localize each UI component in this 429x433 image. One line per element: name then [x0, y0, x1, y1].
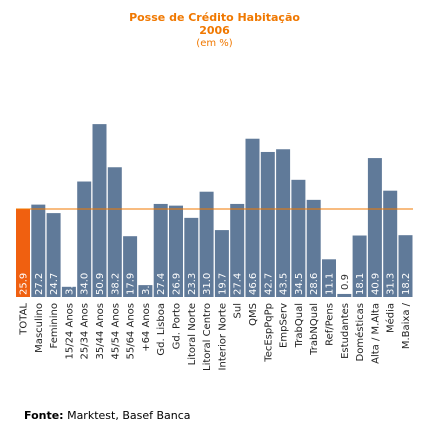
category-label-11: Litoral Norte: [187, 303, 198, 365]
category-label-6: 45/54 Anos: [110, 303, 121, 360]
source-text: Marktest, Basef Banca: [63, 409, 191, 422]
category-label-9: Gd. Lisboa: [156, 303, 167, 356]
category-label-8: +64 Anos: [141, 303, 152, 352]
category-label-7: 55/64 Anos: [126, 303, 137, 360]
bar-6: [107, 167, 122, 297]
category-label-3: 15/24 Anos: [64, 303, 75, 360]
bar-10: [169, 205, 183, 297]
value-label-14: 27.4: [233, 273, 244, 295]
bar-25: [398, 235, 413, 297]
value-label-24: 31.3: [386, 273, 397, 295]
bar-19: [306, 199, 321, 297]
value-label-10: 26.9: [172, 273, 183, 295]
category-label-12: Litoral Centro: [202, 303, 213, 371]
value-label-18: 34.5: [294, 273, 305, 295]
category-label-19: TrabNQual: [309, 303, 320, 356]
value-label-1: 27.2: [34, 273, 45, 295]
bar-2: [46, 213, 61, 297]
category-label-18: TrabQual: [294, 303, 305, 348]
value-label-9: 27.4: [156, 273, 167, 295]
bar-3: [61, 286, 76, 297]
category-label-4: 25/34 Anos: [80, 303, 91, 360]
bar-15: [245, 138, 260, 297]
category-label-21: Estudantes: [340, 303, 351, 359]
category-label-23: Alta / M.Alta: [370, 303, 381, 364]
value-label-8: 3.5: [141, 279, 152, 295]
category-label-13: Interior Norte: [217, 303, 228, 370]
value-label-12: 31.0: [202, 273, 213, 295]
value-label-16: 42.7: [263, 273, 274, 295]
value-label-17: 43.5: [279, 273, 290, 295]
category-label-22: Domésticas: [354, 303, 366, 361]
value-label-3: 3.0: [64, 279, 75, 295]
value-label-20: 11.1: [325, 273, 336, 295]
source-label: Fonte:: [24, 409, 64, 422]
bar-8: [138, 285, 153, 297]
bar-11: [184, 217, 199, 297]
value-label-5: 50.9: [95, 273, 106, 295]
bar-chart: 25.9 TOTAL 27.2 Masculino 24.7 Feminino 3.0 15/…: [16, 124, 413, 371]
bar-5: [92, 124, 107, 298]
bar-20: [322, 259, 336, 297]
value-label-13: 19.7: [217, 273, 228, 295]
chart-subtitle: 2006: [199, 24, 230, 37]
category-label-2: Feminino: [49, 303, 60, 348]
bar-12: [199, 191, 214, 297]
value-label-21: 0.9: [340, 274, 351, 290]
value-label-11: 23.3: [187, 273, 198, 295]
category-label-16: TecEspPqPp: [263, 303, 274, 363]
category-label-25: M.Baixa /: [401, 302, 412, 349]
bar-17: [276, 149, 291, 297]
category-label-24: Média: [385, 303, 397, 333]
category-label-5: 35/44 Anos: [95, 303, 106, 360]
value-label-6: 38.2: [110, 273, 121, 295]
value-label-23: 40.9: [370, 273, 381, 295]
bar-4: [77, 181, 92, 297]
value-label-0: 25.9: [19, 273, 30, 295]
category-label-10: Gd. Porto: [172, 303, 183, 349]
bar-0: [16, 209, 30, 297]
category-label-1: Masculino: [34, 303, 45, 353]
category-label-20: Ref/Pens: [325, 303, 336, 346]
bar-1: [31, 204, 46, 297]
bar-9: [153, 203, 168, 297]
value-label-22: 18.1: [355, 273, 366, 295]
category-label-0: TOTAL: [19, 303, 30, 336]
bar-24: [383, 190, 398, 297]
chart-title: Posse de Crédito Habitação: [129, 11, 300, 24]
value-label-4: 34.0: [80, 273, 91, 295]
bar-7: [123, 236, 138, 297]
value-label-2: 24.7: [49, 273, 60, 295]
value-label-7: 17.9: [126, 273, 137, 295]
value-label-19: 28.6: [309, 273, 320, 295]
source-note: Fonte: Marktest, Basef Banca: [24, 409, 191, 422]
chart-unit-note: (em %): [196, 38, 233, 49]
value-label-15: 46.6: [248, 273, 259, 295]
bar-22: [352, 235, 367, 297]
bar-13: [214, 230, 229, 297]
bar-16: [260, 151, 275, 297]
category-label-14: Sul: [233, 303, 244, 318]
bar-23: [367, 158, 382, 297]
bar-21: [337, 293, 352, 297]
value-label-25: 18.2: [401, 273, 412, 295]
bar-14: [230, 203, 245, 297]
category-label-17: EmpServ: [279, 303, 290, 348]
category-label-15: QMS: [248, 303, 259, 326]
